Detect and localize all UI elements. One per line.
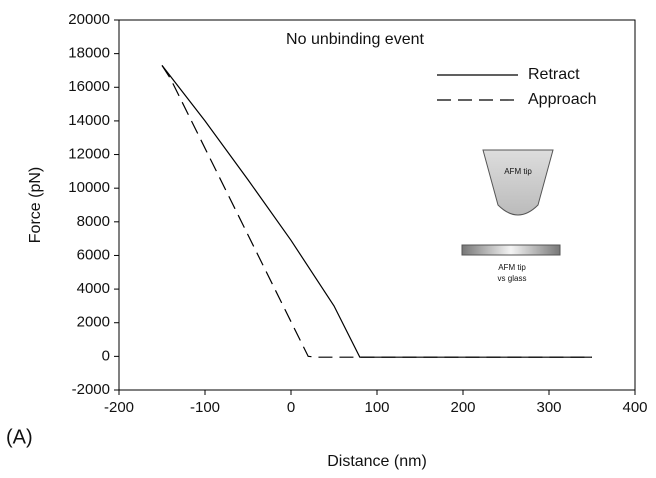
y-tick-label: 0 — [102, 347, 110, 364]
glass-icon — [461, 244, 561, 256]
annotation: AFM tip — [504, 167, 532, 176]
x-tick-label: 200 — [450, 399, 475, 416]
y-tick-label: 16000 — [68, 78, 110, 95]
y-tick-label: 20000 — [68, 11, 110, 28]
x-tick-label: -200 — [104, 399, 134, 416]
y-tick-label: -2000 — [72, 381, 110, 398]
legend-label: Approach — [528, 91, 597, 108]
legend-label: Retract — [528, 66, 580, 83]
y-tick-label: 12000 — [68, 146, 110, 163]
y-tick-label: 4000 — [77, 280, 110, 297]
x-axis-title: Distance (nm) — [327, 453, 427, 470]
x-tick-label: -100 — [190, 399, 220, 416]
y-tick-label: 6000 — [77, 246, 110, 263]
y-axis-title: Force (pN) — [27, 167, 44, 243]
panel-label: (A) — [6, 426, 33, 448]
x-tick-label: 300 — [536, 399, 561, 416]
x-tick-label: 0 — [287, 399, 295, 416]
annotation: vs glass — [498, 274, 527, 283]
y-tick-label: 10000 — [68, 179, 110, 196]
tip-icon — [482, 149, 554, 216]
annotation: AFM tip — [498, 263, 526, 272]
y-tick-label: 18000 — [68, 45, 110, 62]
x-tick-label: 100 — [364, 399, 389, 416]
data-line — [161, 65, 592, 358]
x-tick-label: 400 — [622, 399, 647, 416]
y-tick-label: 8000 — [77, 213, 110, 230]
y-tick-label: 2000 — [77, 314, 110, 331]
y-tick-label: 14000 — [68, 112, 110, 129]
annotation: No unbinding event — [286, 31, 424, 48]
data-line — [161, 65, 592, 358]
